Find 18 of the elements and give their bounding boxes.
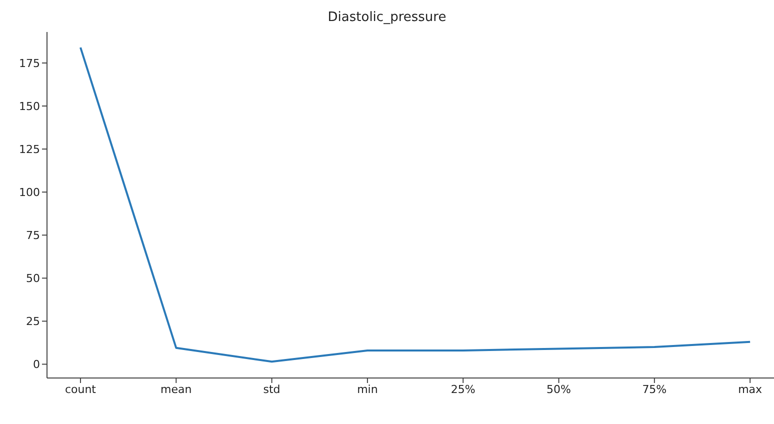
y-tick-label: 125 xyxy=(19,142,40,156)
x-tick-label: 50% xyxy=(546,382,571,396)
line-series xyxy=(79,46,752,363)
y-tick-label: 175 xyxy=(19,56,40,70)
y-tick-label: 50 xyxy=(26,272,40,286)
chart-title: Diastolic_pressure xyxy=(326,10,448,25)
x-tick-label: min xyxy=(357,382,378,396)
y-tick-label: 75 xyxy=(26,229,40,242)
y-tick-label: 0 xyxy=(33,358,40,372)
x-tick-label: std xyxy=(263,382,280,396)
x-tick-label: mean xyxy=(160,382,192,396)
x-tick-label: 75% xyxy=(642,382,667,396)
y-tick-label: 150 xyxy=(19,100,40,113)
x-tick-label: count xyxy=(64,382,97,396)
y-tick-label: 100 xyxy=(19,186,40,199)
x-tick-label: 25% xyxy=(450,382,476,396)
x-tick-label: max xyxy=(738,382,763,396)
y-tick-label: 25 xyxy=(26,315,40,328)
